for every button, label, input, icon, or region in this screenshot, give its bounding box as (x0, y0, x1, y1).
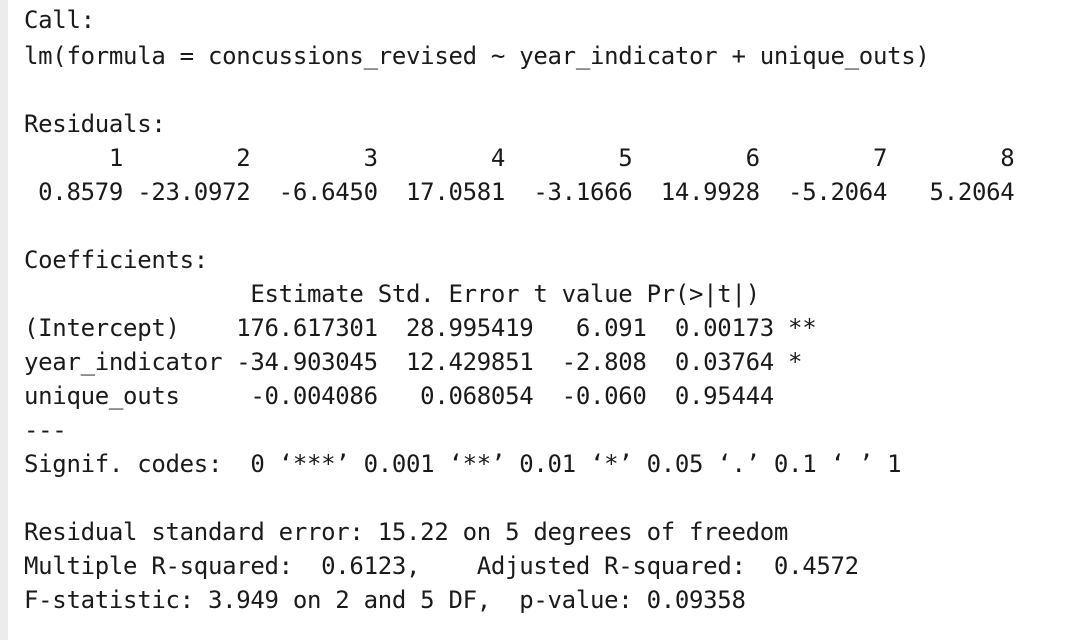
f-statistic-line: F-statistic: 3.949 on 2 and 5 DF, p-valu… (24, 586, 746, 614)
coefficients-row-unique-outs: unique_outs -0.004086 0.068054 -0.060 0.… (24, 382, 774, 410)
call-header: Call: (24, 6, 95, 34)
residual-standard-error: Residual standard error: 15.22 on 5 degr… (24, 518, 789, 546)
residuals-header: Residuals: (24, 110, 166, 138)
separator-line: --- (24, 416, 67, 444)
residuals-value-row: 0.8579 -23.0972 -6.6450 17.0581 -3.1666 … (24, 178, 1015, 206)
call-formula: lm(formula = concussions_revised ~ year_… (24, 42, 930, 70)
coefficients-header: Coefficients: (24, 246, 208, 274)
residuals-index-row: 1 2 3 4 5 6 7 8 (24, 144, 1015, 172)
r-squared-line: Multiple R-squared: 0.6123, Adjusted R-s… (24, 552, 859, 580)
signif-codes: Signif. codes: 0 ‘***’ 0.001 ‘**’ 0.01 ‘… (24, 450, 902, 478)
coefficients-column-header: Estimate Std. Error t value Pr(>|t|) (24, 280, 760, 308)
coefficients-row-intercept: (Intercept) 176.617301 28.995419 6.091 0… (24, 314, 817, 342)
coefficients-row-year-indicator: year_indicator -34.903045 12.429851 -2.8… (24, 348, 803, 376)
